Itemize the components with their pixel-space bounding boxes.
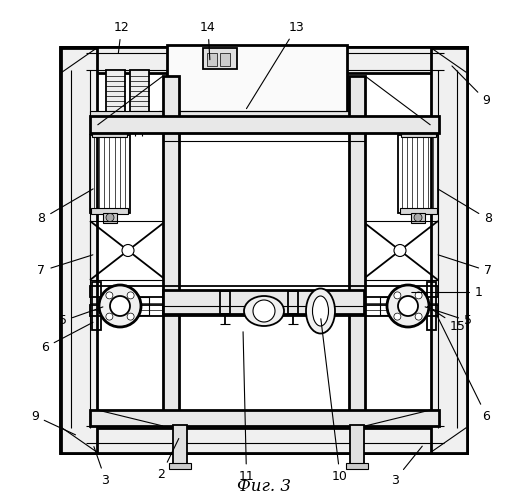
Text: 1: 1 <box>412 286 483 299</box>
Bar <box>163 76 179 426</box>
Circle shape <box>398 296 418 316</box>
Circle shape <box>387 285 429 327</box>
Circle shape <box>110 296 130 316</box>
Circle shape <box>414 214 422 222</box>
Text: 2: 2 <box>157 438 179 480</box>
Text: 15: 15 <box>427 306 466 332</box>
Circle shape <box>415 313 422 320</box>
Bar <box>61 48 467 452</box>
Bar <box>207 53 217 66</box>
Bar <box>107 70 126 115</box>
Bar <box>362 221 438 280</box>
Bar <box>109 111 122 116</box>
Bar <box>220 53 230 66</box>
Text: Фиг. 3: Фиг. 3 <box>237 478 291 495</box>
Bar <box>138 297 148 315</box>
Bar <box>130 70 149 115</box>
Bar <box>349 76 365 426</box>
Bar <box>203 48 237 69</box>
Bar <box>166 45 346 115</box>
Circle shape <box>394 292 401 299</box>
Circle shape <box>106 313 113 320</box>
Circle shape <box>122 244 134 256</box>
Bar <box>103 212 117 222</box>
Text: 14: 14 <box>200 21 216 59</box>
Bar <box>61 428 467 452</box>
Bar <box>90 221 166 280</box>
Bar <box>380 297 390 315</box>
Text: 12: 12 <box>114 21 129 53</box>
Bar <box>90 135 130 212</box>
Circle shape <box>253 300 275 322</box>
Bar <box>400 208 437 214</box>
Text: 8: 8 <box>37 189 93 226</box>
Circle shape <box>99 285 141 327</box>
Bar <box>90 305 438 316</box>
Text: 7: 7 <box>438 255 492 278</box>
Circle shape <box>127 313 134 320</box>
Text: 11: 11 <box>239 332 254 482</box>
Text: 10: 10 <box>321 319 348 482</box>
Text: 3: 3 <box>94 446 109 486</box>
Text: 8: 8 <box>438 189 492 226</box>
Bar <box>90 410 439 426</box>
Bar <box>350 425 364 466</box>
Circle shape <box>106 292 113 299</box>
Text: 7: 7 <box>37 255 93 278</box>
Text: 6: 6 <box>437 315 491 422</box>
Bar <box>159 111 354 120</box>
Text: 9: 9 <box>31 410 76 435</box>
Text: 13: 13 <box>247 21 304 108</box>
Bar <box>90 112 166 122</box>
Bar <box>427 282 436 330</box>
Bar <box>398 135 438 212</box>
Bar <box>61 48 467 72</box>
Bar <box>61 48 98 452</box>
Text: 3: 3 <box>391 446 422 486</box>
Circle shape <box>106 214 114 222</box>
Ellipse shape <box>313 296 328 326</box>
Circle shape <box>394 313 401 320</box>
Bar <box>163 290 364 314</box>
Text: 6: 6 <box>41 322 93 354</box>
Bar <box>92 131 127 137</box>
Text: 9: 9 <box>452 66 491 108</box>
Text: 5: 5 <box>425 307 472 328</box>
Bar <box>92 282 101 330</box>
Circle shape <box>127 292 134 299</box>
Bar <box>90 286 438 297</box>
Bar <box>90 116 439 132</box>
Bar <box>133 111 146 116</box>
Bar <box>401 131 436 137</box>
Circle shape <box>415 292 422 299</box>
Bar <box>173 425 187 466</box>
Bar <box>346 463 368 469</box>
Bar <box>220 291 230 314</box>
Ellipse shape <box>306 288 335 334</box>
Bar <box>430 48 467 452</box>
Bar <box>169 463 191 469</box>
Text: 5: 5 <box>59 307 103 328</box>
Bar <box>411 212 425 222</box>
Circle shape <box>394 244 406 256</box>
Bar <box>91 208 128 214</box>
Bar <box>288 291 298 314</box>
Ellipse shape <box>244 296 284 326</box>
